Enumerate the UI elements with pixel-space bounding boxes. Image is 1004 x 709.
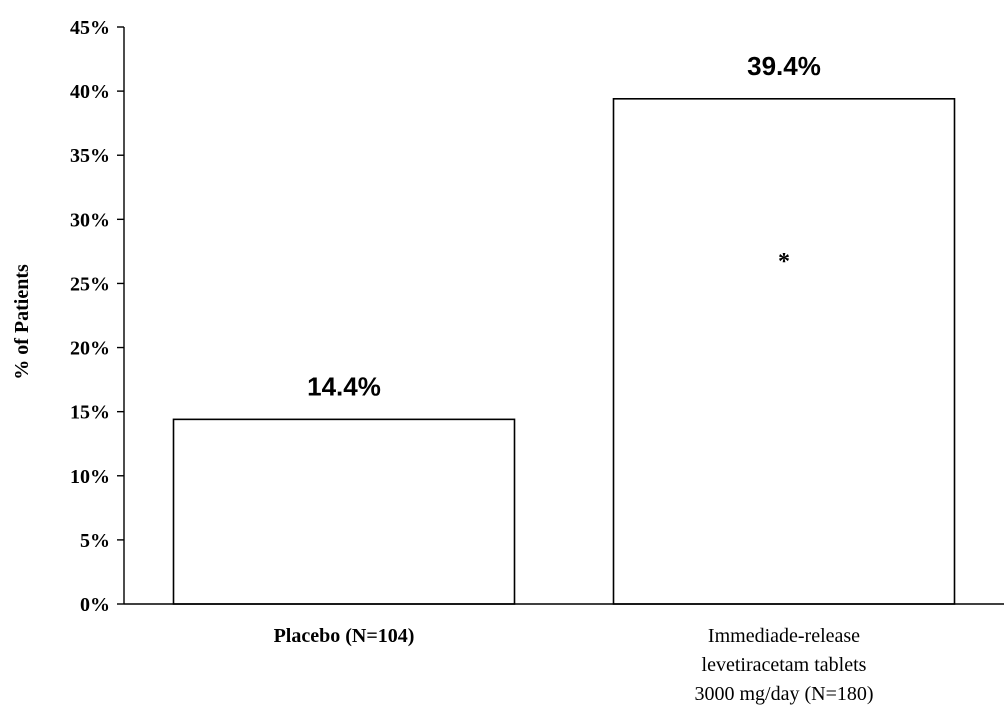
y-tick-label: 0% — [80, 594, 110, 616]
category-label: levetiracetam tablets — [702, 654, 867, 676]
category-labels: Placebo (N=104) Immediade-release levetira… — [274, 625, 874, 705]
y-tick-label: 10% — [70, 466, 110, 488]
y-tick-label: 25% — [70, 273, 110, 295]
significance-asterisk: * — [778, 249, 790, 275]
bars — [172, 98, 956, 605]
category-label: Immediade-release — [708, 625, 860, 647]
category-label: 3000 mg/day (N=180) — [694, 683, 873, 705]
bar — [612, 98, 956, 605]
category-label: Placebo (N=104) — [274, 625, 415, 647]
y-axis-ticks: 0% 5% 10% 15% 20% 25% 30% 35% 40% 45% — [70, 17, 124, 616]
y-tick-label: 5% — [80, 530, 110, 552]
y-tick-label: 35% — [70, 145, 110, 167]
data-label: 39.4% — [747, 51, 821, 81]
y-tick-label: 30% — [70, 209, 110, 231]
y-tick-label: 45% — [70, 17, 110, 39]
y-tick-label: 15% — [70, 402, 110, 424]
data-label: 14.4% — [307, 371, 381, 401]
y-axis-label: % of Patients — [11, 264, 33, 380]
data-labels: 14.4% 39.4% * — [307, 51, 821, 402]
bar — [172, 418, 516, 605]
y-tick-label: 40% — [70, 81, 110, 103]
y-tick-label: 20% — [70, 338, 110, 360]
